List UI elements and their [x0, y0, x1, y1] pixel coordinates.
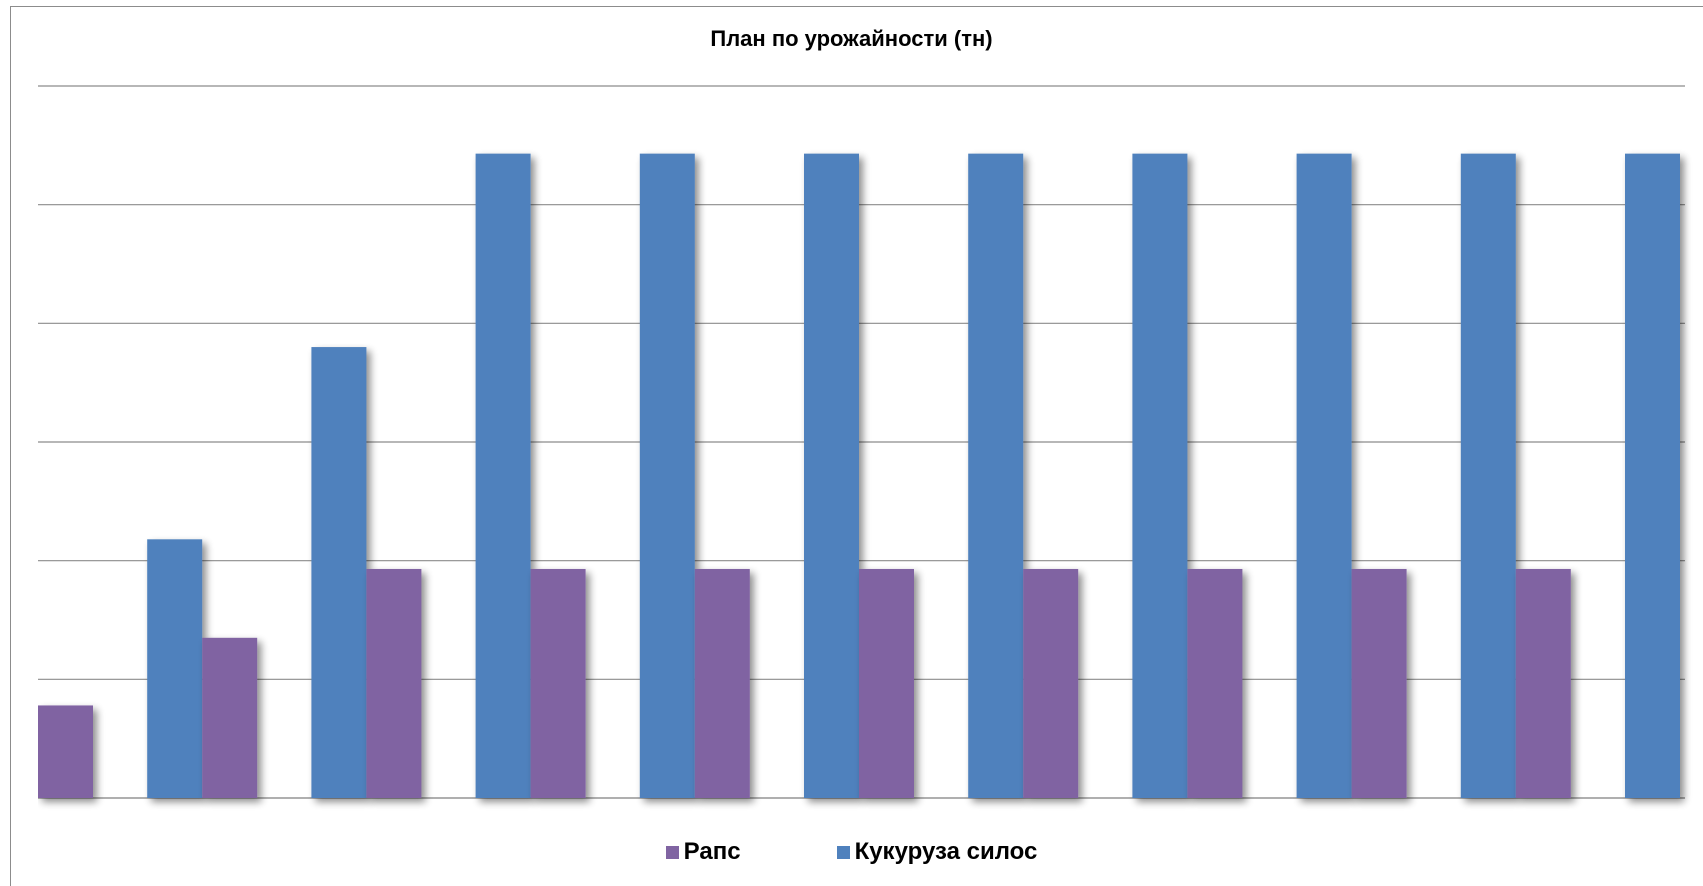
- bar-corn-silage-8: [1132, 153, 1188, 798]
- bar-rapeseed-9: [1351, 568, 1407, 798]
- bar-corn-silage-3: [311, 347, 367, 798]
- bar-rapeseed-6: [859, 568, 914, 798]
- bar-rapeseed-8: [1187, 568, 1243, 798]
- legend-item-corn-silage: Кукуруза силос: [836, 838, 1038, 866]
- legend-label-rapeseed: Рапс: [683, 838, 741, 865]
- bar-corn-silage-5: [639, 153, 695, 798]
- legend-swatch-rapeseed: [665, 845, 679, 859]
- bar-corn-silage-7: [968, 153, 1024, 798]
- bar-rapeseed-5: [694, 568, 750, 798]
- chart-title: План по урожайности (тн): [710, 26, 993, 51]
- legend-swatch-corn-silage: [836, 845, 850, 859]
- bar-corn-silage-2: [147, 539, 203, 798]
- bar-rapeseed-3: [366, 568, 422, 798]
- bar-rapeseed-7: [1023, 568, 1079, 798]
- legend: Рапс Кукуруза силос: [0, 838, 1703, 866]
- legend-item-rapeseed: Рапс: [665, 838, 741, 866]
- bar-rapeseed-1: [38, 705, 93, 798]
- legend-label-corn-silage: Кукуруза силос: [854, 838, 1038, 865]
- bar-corn-silage-11: [1625, 153, 1680, 798]
- bar-corn-silage-9: [1296, 153, 1352, 798]
- bar-rapeseed-10: [1515, 568, 1571, 798]
- bar-corn-silage-10: [1460, 153, 1516, 798]
- bar-corn-silage-6: [804, 153, 859, 798]
- bar-corn-silage-4: [475, 153, 531, 798]
- bar-rapeseed-4: [530, 568, 586, 798]
- bars: [38, 153, 1680, 798]
- bar-rapeseed-2: [202, 637, 258, 798]
